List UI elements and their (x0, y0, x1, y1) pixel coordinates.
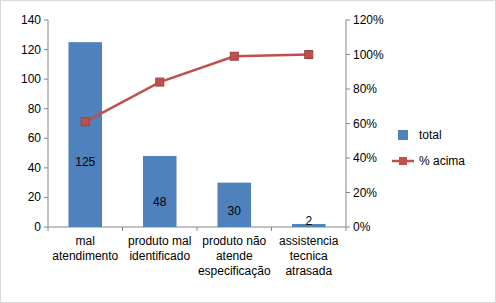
x-tick-label-line: mal (76, 234, 95, 248)
y2-tick-label: 40% (353, 151, 377, 165)
y2-tick (346, 158, 350, 159)
legend-label: total (419, 128, 442, 142)
y2-tick (346, 227, 350, 228)
y2-tick (346, 89, 350, 90)
x-tick (122, 227, 123, 231)
y2-tick (346, 123, 350, 124)
y-tick-label: 0 (34, 220, 41, 234)
y-tick (44, 20, 48, 21)
bar (217, 183, 251, 227)
y-tick-label: 60 (28, 131, 42, 145)
x-tick-label-line: produto não (202, 234, 266, 248)
legend: total % acima (392, 128, 465, 168)
x-tick-label-line: assistencia (279, 234, 339, 248)
y-tick-label: 100 (21, 72, 41, 86)
x-tick-label: produto malidentificado (128, 234, 191, 263)
y2-tick-label: 0% (353, 220, 371, 234)
marks (68, 42, 325, 227)
y-axis-line (48, 20, 49, 227)
data-label: 125 (75, 155, 95, 169)
legend-marker (399, 157, 407, 165)
bar (68, 42, 102, 227)
x-tick-label-line: atrasada (285, 264, 332, 278)
data-label: 48 (153, 195, 167, 209)
y2-tick-label: 120% (353, 13, 384, 27)
x-tick-label-line: especificação (198, 264, 271, 278)
y-tick-label: 40 (28, 161, 42, 175)
y-tick-label: 80 (28, 102, 42, 116)
y-tick (44, 197, 48, 198)
x-tick (346, 227, 347, 231)
y-tick (44, 138, 48, 139)
y2-tick-label: 100% (353, 48, 384, 62)
legend-label: % acima (419, 154, 465, 168)
chart-area (1, 1, 496, 303)
y2-tick-label: 60% (353, 117, 377, 131)
legend-swatch (398, 130, 408, 140)
x-tick-label: produto nãoatendeespecificação (198, 234, 271, 278)
labels: 125 48 30 2 (75, 155, 312, 228)
x-tick-label-line: tecnica (290, 249, 328, 263)
data-label: 30 (228, 204, 242, 218)
y-tick (44, 167, 48, 168)
y-tick (44, 79, 48, 80)
x-tick-label-line: produto mal (128, 234, 191, 248)
marker (230, 52, 238, 60)
x-tick (48, 227, 49, 231)
y2-tick (346, 20, 350, 21)
x-tick-label: malatendimento (52, 234, 118, 263)
y2-tick-label: 20% (353, 186, 377, 200)
x-tick-label-line: atendimento (52, 249, 118, 263)
y-tick (44, 108, 48, 109)
x-tick (271, 227, 272, 231)
chart: 0 20 40 60 80 100 120 140 0% 20% 40% 60% 80% 100% 120%… (0, 0, 496, 303)
y2-tick (346, 192, 350, 193)
y2-tick (346, 54, 350, 55)
y-tick-label: 120 (21, 43, 41, 57)
marker (305, 51, 313, 59)
x-tick-label-line: atende (216, 249, 253, 263)
x-tick-label-line: identificado (129, 249, 190, 263)
data-label: 2 (305, 214, 312, 228)
x-tick-label: assistenciatecnicaatrasada (279, 234, 339, 278)
marker (81, 118, 89, 126)
y2-tick-label: 80% (353, 82, 377, 96)
line (85, 55, 309, 122)
y-tick (44, 227, 48, 228)
marker (156, 78, 164, 86)
y-tick-label: 140 (21, 13, 41, 27)
bar (143, 156, 177, 227)
y-tick (44, 49, 48, 50)
x-tick (197, 227, 198, 231)
y-tick-label: 20 (28, 190, 42, 204)
